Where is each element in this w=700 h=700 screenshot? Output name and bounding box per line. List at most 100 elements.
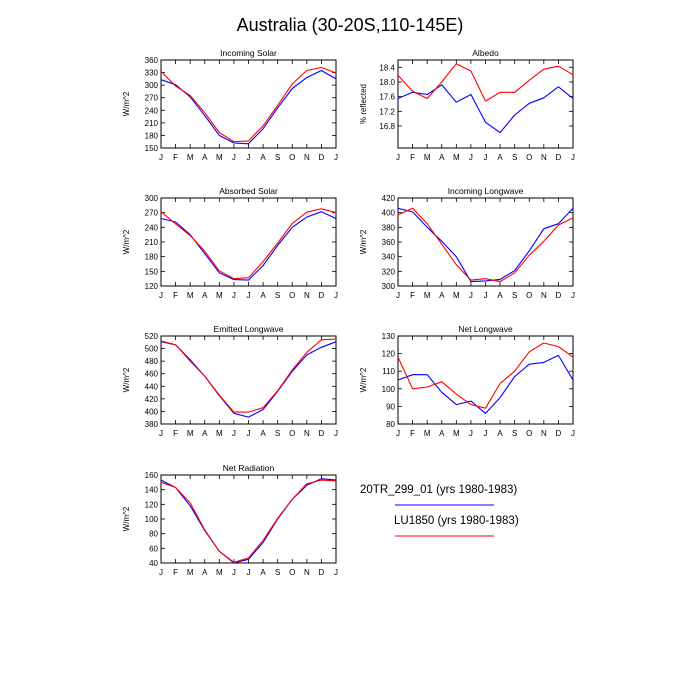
x-tick-label-absorbed-solar: F xyxy=(173,291,178,300)
panel-title-net-radiation: Net Radiation xyxy=(223,463,275,473)
x-tick-label-net-longwave: D xyxy=(556,429,562,438)
y-tick-label-incoming-longwave: 420 xyxy=(382,194,396,203)
x-tick-label-absorbed-solar: J xyxy=(247,291,251,300)
x-tick-label-absorbed-solar: A xyxy=(260,291,266,300)
x-tick-label-incoming-longwave: N xyxy=(541,291,547,300)
x-tick-label-emitted-longwave: J xyxy=(247,429,251,438)
y-tick-label-incoming-longwave: 320 xyxy=(382,267,396,276)
y-tick-label-incoming-solar: 360 xyxy=(145,56,159,65)
y-tick-label-net-radiation: 120 xyxy=(145,500,159,509)
panel-title-incoming-longwave: Incoming Longwave xyxy=(448,186,524,196)
y-axis-label-incoming-longwave: W/m^2 xyxy=(359,229,368,254)
series-line-albedo-lu1850 xyxy=(397,63,574,102)
y-tick-label-net-longwave: 110 xyxy=(382,367,395,376)
panel-title-net-longwave: Net Longwave xyxy=(458,324,513,334)
x-tick-label-incoming-solar: J xyxy=(334,153,338,162)
x-tick-label-albedo: S xyxy=(512,153,517,162)
plot-frame-incoming-longwave xyxy=(397,197,574,287)
x-tick-label-emitted-longwave: J xyxy=(159,429,163,438)
x-tick-label-absorbed-solar: J xyxy=(159,291,163,300)
y-tick-label-net-radiation: 160 xyxy=(145,471,159,480)
y-tick-label-absorbed-solar: 240 xyxy=(145,223,159,232)
y-tick-label-absorbed-solar: 300 xyxy=(145,194,159,203)
x-tick-label-absorbed-solar: J xyxy=(232,291,236,300)
series-line-incoming-longwave-lu1850 xyxy=(397,207,574,283)
x-tick-label-incoming-longwave: F xyxy=(410,291,415,300)
x-tick-label-absorbed-solar: J xyxy=(334,291,338,300)
x-tick-label-albedo: M xyxy=(453,153,460,162)
plot-frame-incoming-solar xyxy=(160,59,337,149)
x-tick-label-incoming-longwave: J xyxy=(484,291,488,300)
x-tick-label-incoming-longwave: M xyxy=(424,291,431,300)
x-tick-label-emitted-longwave: A xyxy=(202,429,208,438)
x-tick-label-net-longwave: A xyxy=(497,429,503,438)
x-tick-label-net-radiation: J xyxy=(232,568,236,577)
x-tick-label-emitted-longwave: O xyxy=(289,429,295,438)
y-tick-label-incoming-longwave: 340 xyxy=(382,253,396,262)
x-tick-label-incoming-solar: M xyxy=(216,153,223,162)
y-tick-label-albedo: 18.0 xyxy=(379,78,395,87)
y-tick-label-net-longwave: 120 xyxy=(382,350,396,359)
x-tick-label-incoming-longwave: A xyxy=(497,291,503,300)
x-tick-label-net-radiation: N xyxy=(304,568,310,577)
y-tick-label-emitted-longwave: 480 xyxy=(145,357,159,366)
y-tick-label-absorbed-solar: 210 xyxy=(145,238,159,247)
x-tick-label-absorbed-solar: M xyxy=(216,291,223,300)
legend-label-lu1850: LU1850 (yrs 1980-1983) xyxy=(394,515,519,527)
x-tick-label-net-longwave: S xyxy=(512,429,517,438)
x-tick-label-net-radiation: O xyxy=(289,568,295,577)
x-tick-label-albedo: D xyxy=(556,153,562,162)
panel-title-incoming-solar: Incoming Solar xyxy=(220,48,277,58)
x-tick-label-albedo: F xyxy=(410,153,415,162)
x-tick-label-emitted-longwave: D xyxy=(319,429,325,438)
x-tick-label-net-radiation: M xyxy=(216,568,223,577)
y-tick-label-net-radiation: 40 xyxy=(149,559,158,568)
series-line-emitted-longwave-20tr-299-01 xyxy=(160,341,337,418)
x-tick-label-absorbed-solar: D xyxy=(319,291,325,300)
x-tick-label-emitted-longwave: J xyxy=(232,429,236,438)
series-line-absorbed-solar-lu1850 xyxy=(160,208,337,280)
x-tick-label-net-radiation: J xyxy=(159,568,163,577)
y-tick-label-absorbed-solar: 150 xyxy=(145,267,159,276)
x-tick-label-emitted-longwave: M xyxy=(187,429,194,438)
x-tick-label-albedo: N xyxy=(541,153,547,162)
y-tick-label-incoming-solar: 210 xyxy=(145,119,159,128)
y-tick-label-net-longwave: 80 xyxy=(386,420,395,429)
series-line-net-longwave-lu1850 xyxy=(397,342,574,409)
panel-title-absorbed-solar: Absorbed Solar xyxy=(219,186,278,196)
x-tick-label-albedo: J xyxy=(469,153,473,162)
x-tick-label-incoming-solar: M xyxy=(187,153,194,162)
y-tick-label-net-radiation: 100 xyxy=(145,515,159,524)
x-tick-label-incoming-solar: A xyxy=(260,153,266,162)
y-tick-label-incoming-longwave: 380 xyxy=(382,223,396,232)
x-tick-label-net-radiation: D xyxy=(319,568,325,577)
x-tick-label-incoming-solar: D xyxy=(319,153,325,162)
figure-title: Australia (30-20S,110-145E) xyxy=(237,15,464,35)
x-tick-label-incoming-solar: A xyxy=(202,153,208,162)
x-tick-label-net-radiation: J xyxy=(334,568,338,577)
y-tick-label-emitted-longwave: 400 xyxy=(145,407,159,416)
y-tick-label-incoming-longwave: 300 xyxy=(382,282,396,291)
x-tick-label-net-longwave: O xyxy=(526,429,532,438)
x-tick-label-albedo: J xyxy=(484,153,488,162)
x-tick-label-albedo: J xyxy=(396,153,400,162)
x-tick-label-incoming-longwave: J xyxy=(571,291,575,300)
x-tick-label-net-longwave: F xyxy=(410,429,415,438)
y-tick-label-absorbed-solar: 180 xyxy=(145,253,159,262)
x-tick-label-incoming-solar: S xyxy=(275,153,280,162)
x-tick-label-emitted-longwave: N xyxy=(304,429,310,438)
y-tick-label-incoming-solar: 180 xyxy=(145,131,159,140)
x-tick-label-net-longwave: M xyxy=(453,429,460,438)
x-tick-label-incoming-solar: F xyxy=(173,153,178,162)
panel-title-emitted-longwave: Emitted Longwave xyxy=(214,324,284,334)
x-tick-label-albedo: J xyxy=(571,153,575,162)
x-tick-label-albedo: O xyxy=(526,153,532,162)
x-tick-label-incoming-solar: J xyxy=(159,153,163,162)
x-tick-label-absorbed-solar: A xyxy=(202,291,208,300)
series-line-incoming-solar-20tr-299-01 xyxy=(160,69,337,145)
x-tick-label-net-radiation: A xyxy=(260,568,266,577)
